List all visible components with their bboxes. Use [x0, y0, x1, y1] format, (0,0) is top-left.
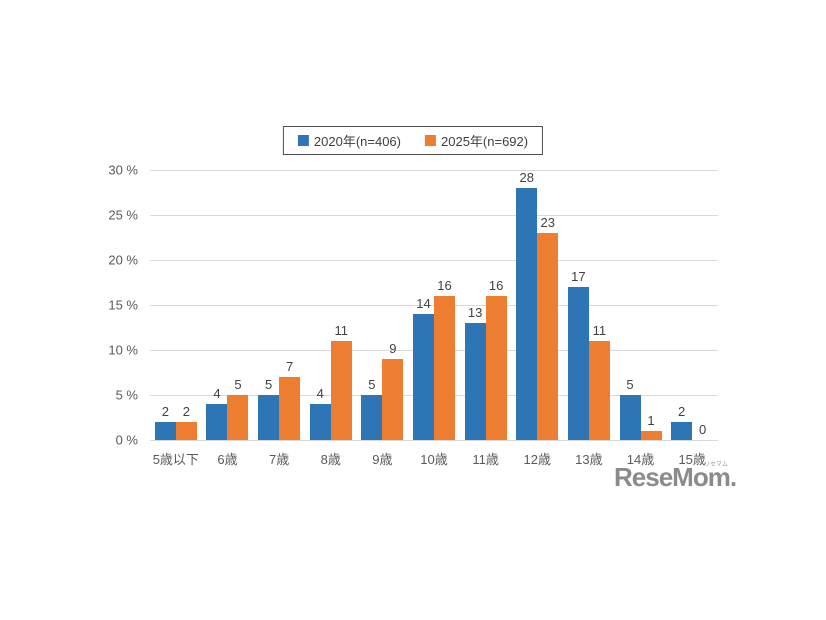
x-axis-label: 13歳 [575, 452, 603, 467]
bar [382, 359, 404, 440]
bar [309, 404, 331, 440]
bar [537, 233, 559, 440]
bar [516, 188, 538, 440]
bar [464, 323, 486, 440]
x-axis-label: 7歳 [268, 452, 290, 467]
bar [485, 296, 507, 440]
legend-swatch-2020 [297, 135, 309, 146]
bar [258, 395, 280, 440]
bar-value-label: 0 [699, 422, 707, 437]
legend-swatch-2025 [425, 135, 436, 146]
gridline [150, 260, 718, 261]
y-axis-tick-label: 25 % [108, 207, 138, 223]
bar-value-label: 16 [488, 278, 504, 293]
bar-value-label: 2 [161, 404, 169, 419]
plot-area: 2 2 4 5 5 7 4 11 5 9 14 16 13 16 28 23 17 11 5 1 2 0 [150, 170, 718, 441]
x-axis-label: 9歳 [372, 452, 393, 467]
bar-value-label: 13 [467, 305, 483, 320]
legend-item-2025: 2025年(n=692) [425, 131, 528, 150]
x-axis-label: 15歳 [678, 452, 706, 467]
x-axis-label: 6歳 [217, 452, 238, 467]
x-axis-label: 11歳 [472, 452, 499, 467]
bar [279, 377, 301, 440]
bar-value-label: 4 [213, 386, 221, 401]
gridline [150, 440, 718, 441]
y-axis-tick-label: 10 % [108, 342, 138, 358]
legend-label-2020: 2020年(n=406) [313, 134, 401, 149]
gridline [150, 170, 718, 171]
x-axis: 5歳以下 6歳 7歳 8歳 9歳 10歳 11歳 12歳 13歳 14歳 15歳 [150, 449, 718, 469]
bar [175, 422, 197, 440]
bar-value-label: 5 [626, 377, 634, 392]
bar [588, 341, 610, 440]
bar [154, 422, 176, 440]
bar [434, 296, 455, 440]
bar-value-label: 5 [234, 377, 242, 392]
bar [330, 341, 352, 440]
legend-label-2025: 2025年(n=692) [441, 134, 529, 149]
chart-legend: 2020年(n=406) 2025年(n=692) [282, 126, 544, 155]
bar-value-label: 11 [592, 323, 607, 338]
bar-value-label: 23 [540, 215, 555, 230]
bar-value-label: 28 [519, 170, 534, 185]
y-axis-tick-label: 20 % [108, 252, 138, 268]
gridline [150, 215, 718, 216]
x-axis-label: 12歳 [523, 452, 551, 467]
logo-text: ReseMom. [614, 462, 737, 492]
bar-value-label: 5 [264, 377, 273, 392]
bar-value-label: 11 [334, 323, 348, 338]
y-axis-tick-label: 0 % [115, 432, 138, 448]
bar-value-label: 5 [368, 377, 376, 392]
x-axis-label: 5歳以下 [152, 452, 199, 467]
bar-value-label: 17 [571, 269, 586, 284]
bar [671, 422, 693, 440]
y-axis-tick-label: 15 % [108, 297, 138, 313]
x-axis-label: 14歳 [626, 452, 655, 467]
resemom-logo: リセマム ReseMom. [614, 459, 737, 497]
bar [227, 395, 249, 440]
bar-value-label: 4 [316, 386, 324, 401]
y-axis: 0 % 5 % 10 % 15 % 20 % 25 % 30 % [88, 163, 138, 448]
y-axis-tick-label: 5 % [115, 387, 138, 403]
y-axis-tick-label: 30 % [108, 162, 138, 178]
logo-ruby-text: リセマム [703, 462, 728, 468]
x-axis-label: 8歳 [320, 452, 341, 467]
bar [640, 431, 662, 440]
bar-value-label: 16 [437, 278, 452, 293]
bar [567, 287, 589, 440]
x-axis-label: 10歳 [420, 452, 448, 467]
legend-item-2020: 2020年(n=406) [297, 131, 401, 150]
bar [413, 314, 434, 440]
bar-value-label: 7 [285, 359, 294, 374]
bar-value-label: 9 [389, 341, 397, 356]
bar [619, 395, 641, 440]
bar-value-label: 14 [416, 296, 431, 311]
bar-value-label: 1 [647, 413, 655, 428]
bar [206, 404, 228, 440]
bar-value-label: 2 [678, 404, 686, 419]
bar [361, 395, 383, 440]
bar-value-label: 2 [182, 404, 190, 419]
